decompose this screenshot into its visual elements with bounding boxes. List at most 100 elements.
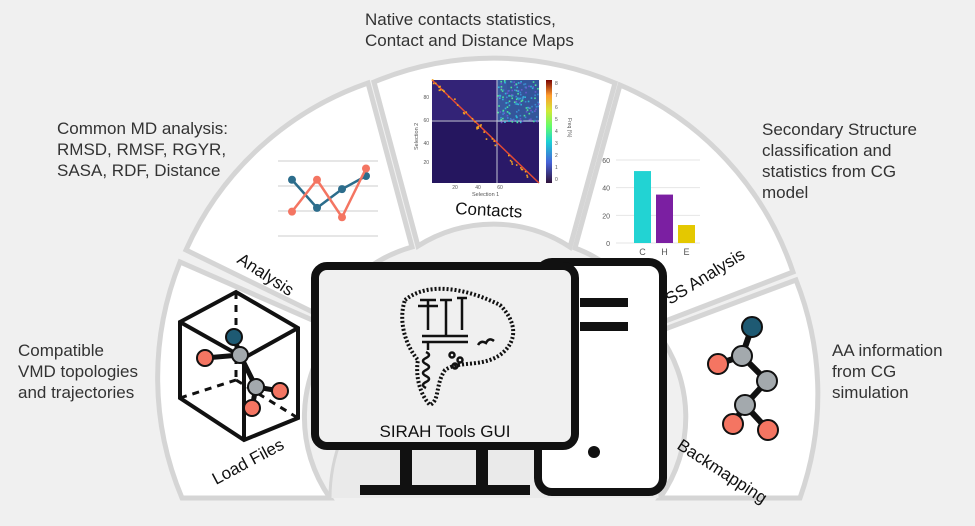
- contact-speckle: [525, 91, 527, 94]
- contact-speckle: [535, 116, 538, 118]
- contact-speckle: [497, 95, 499, 97]
- contact-speckle: [510, 86, 513, 89]
- contact-speckle: [513, 101, 516, 104]
- contact-speckle: [516, 121, 519, 124]
- contact-speckle: [513, 81, 515, 83]
- description-load: Compatible VMD topologies and trajectori…: [18, 340, 138, 403]
- computer-monitor: [311, 262, 579, 450]
- contact-speckle: [519, 97, 521, 100]
- contact-speckle: [510, 81, 513, 83]
- description-ss: Secondary Structure classification and s…: [762, 119, 917, 203]
- contact-map-x-tick: 60: [497, 185, 503, 191]
- contact-speckle: [534, 97, 536, 100]
- contact-speckle: [522, 96, 525, 98]
- contact-speckle: [528, 112, 531, 115]
- contact-speckle: [520, 103, 522, 106]
- contact-speckle: [510, 95, 513, 97]
- colorbar-tick: 3: [555, 141, 558, 147]
- contact-speckle: [530, 85, 532, 88]
- contact-speckle: [534, 119, 536, 122]
- colorbar-tick: 8: [555, 81, 558, 87]
- contact-speckle: [520, 167, 522, 169]
- contact-speckle: [521, 168, 524, 171]
- contact-speckle: [498, 86, 500, 89]
- center-title: SIRAH Tools GUI: [379, 422, 510, 441]
- contact-speckle: [507, 101, 509, 104]
- contact-speckle: [523, 114, 526, 117]
- contact-speckle: [524, 170, 527, 173]
- ss-y-tick: 0: [606, 241, 610, 248]
- contact-speckle: [454, 98, 456, 100]
- contact-speckle: [508, 120, 510, 122]
- contact-speckle: [474, 120, 476, 123]
- contact-speckle: [534, 84, 537, 87]
- contact-speckle: [434, 82, 437, 85]
- contact-speckle: [504, 92, 507, 95]
- ss-x-tick: E: [683, 247, 689, 257]
- segment-backmapping[interactable]: [652, 276, 821, 501]
- contact-speckle: [525, 110, 528, 113]
- ss-x-tick: C: [639, 247, 646, 257]
- contact-speckle: [441, 89, 444, 91]
- contact-speckle: [511, 163, 514, 165]
- contact-speckle: [520, 168, 523, 171]
- contact-speckle: [537, 87, 539, 90]
- contact-speckle: [537, 105, 539, 108]
- description-line: from CG: [832, 362, 897, 381]
- contact-speckle: [504, 121, 506, 123]
- sirah-logo: [400, 286, 516, 408]
- contact-speckle: [535, 106, 538, 108]
- contact-speckle: [516, 120, 518, 123]
- contact-speckle: [523, 83, 525, 86]
- contact-speckle: [537, 103, 540, 105]
- contact-speckle: [502, 109, 505, 112]
- contact-speckle: [517, 82, 520, 84]
- segment-label-contacts: Contacts: [455, 199, 523, 221]
- contact-speckle: [515, 83, 518, 86]
- contact-speckle: [519, 114, 522, 117]
- contact-speckle: [439, 89, 442, 91]
- contact-speckle: [504, 81, 506, 84]
- contact-speckle: [480, 124, 482, 126]
- contact-speckle: [533, 120, 535, 123]
- colorbar-tick: 7: [555, 93, 558, 99]
- contact-speckle: [524, 83, 527, 85]
- contact-speckle: [494, 144, 497, 147]
- contact-speckle: [525, 107, 528, 109]
- contact-speckle: [532, 81, 535, 83]
- line-point: [288, 175, 296, 184]
- contact-speckle: [528, 85, 530, 88]
- colorbar-tick: 4: [555, 129, 558, 135]
- colorbar-tick: 2: [555, 153, 558, 159]
- computer-icon: SIRAH Tools GUI: [311, 258, 667, 496]
- contact-speckle: [508, 112, 510, 114]
- contact-speckle: [500, 86, 503, 89]
- description-line: simulation: [832, 383, 909, 402]
- contact-speckle: [483, 131, 485, 133]
- contact-speckle: [500, 117, 502, 119]
- contact-speckle: [515, 89, 518, 92]
- contact-speckle: [527, 100, 530, 103]
- line-point: [313, 203, 321, 212]
- contact-speckle: [530, 118, 532, 121]
- description-analysis: Common MD analysis: RMSD, RMSF, RGYR, SA…: [57, 118, 228, 181]
- contact-speckle: [530, 109, 532, 112]
- contact-speckle: [503, 80, 506, 82]
- contact-speckle: [514, 103, 517, 105]
- contact-speckle: [528, 106, 530, 109]
- contact-speckle: [517, 92, 519, 95]
- ss-y-tick: 20: [602, 213, 610, 220]
- colorbar-tick: 5: [555, 117, 558, 123]
- contact-speckle: [531, 111, 534, 113]
- contact-speckle: [521, 99, 524, 102]
- contact-speckle: [477, 125, 479, 128]
- contact-speckle: [526, 109, 529, 111]
- description-line: Common MD analysis:: [57, 119, 228, 138]
- contact-map-y-tick: 60: [423, 118, 429, 124]
- line-point: [338, 185, 346, 194]
- description-line: RMSD, RMSF, RGYR,: [57, 140, 227, 159]
- contact-speckle: [531, 87, 534, 90]
- description-line: Compatible: [18, 341, 104, 360]
- description-line: and trajectories: [18, 383, 135, 402]
